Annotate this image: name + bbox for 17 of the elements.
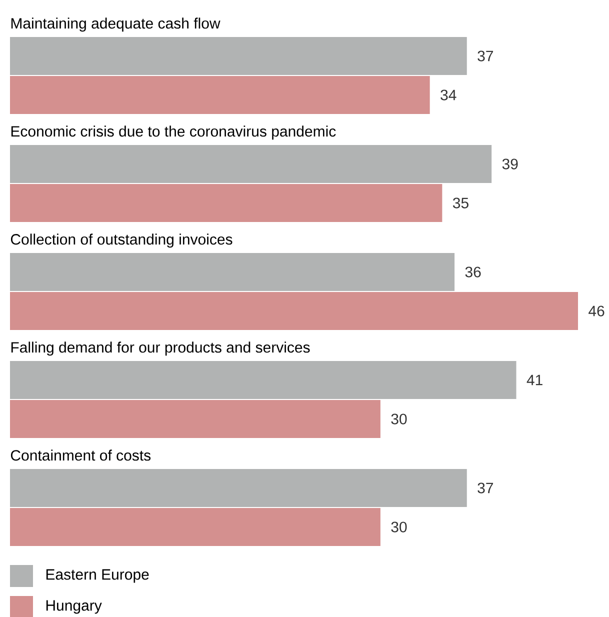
y-tick-label: Maintaining adequate cash flow (11, 18, 220, 32)
y-tick-label: Containment of costs (10, 450, 151, 461)
data-label: 30 (391, 522, 407, 532)
data-label: 41 (526, 374, 542, 386)
data-label: 37 (478, 50, 494, 62)
data-label: 37 (478, 482, 494, 494)
data-label: 35 (452, 198, 468, 208)
data-label: 46 (588, 306, 604, 316)
data-label: 34 (440, 90, 456, 100)
legend-label: Hungary (46, 600, 102, 614)
legend-label: Eastern Europe (46, 569, 149, 583)
y-tick-label: Falling demand for our products and services (11, 342, 310, 356)
data-label: 39 (502, 158, 518, 170)
y-tick-label: Collection of outstanding invoices (10, 234, 232, 248)
data-label: 30 (391, 414, 407, 424)
y-tick-label: Economic crisis due to the coronavirus pandemic (11, 126, 336, 140)
data-label: 36 (465, 266, 481, 278)
